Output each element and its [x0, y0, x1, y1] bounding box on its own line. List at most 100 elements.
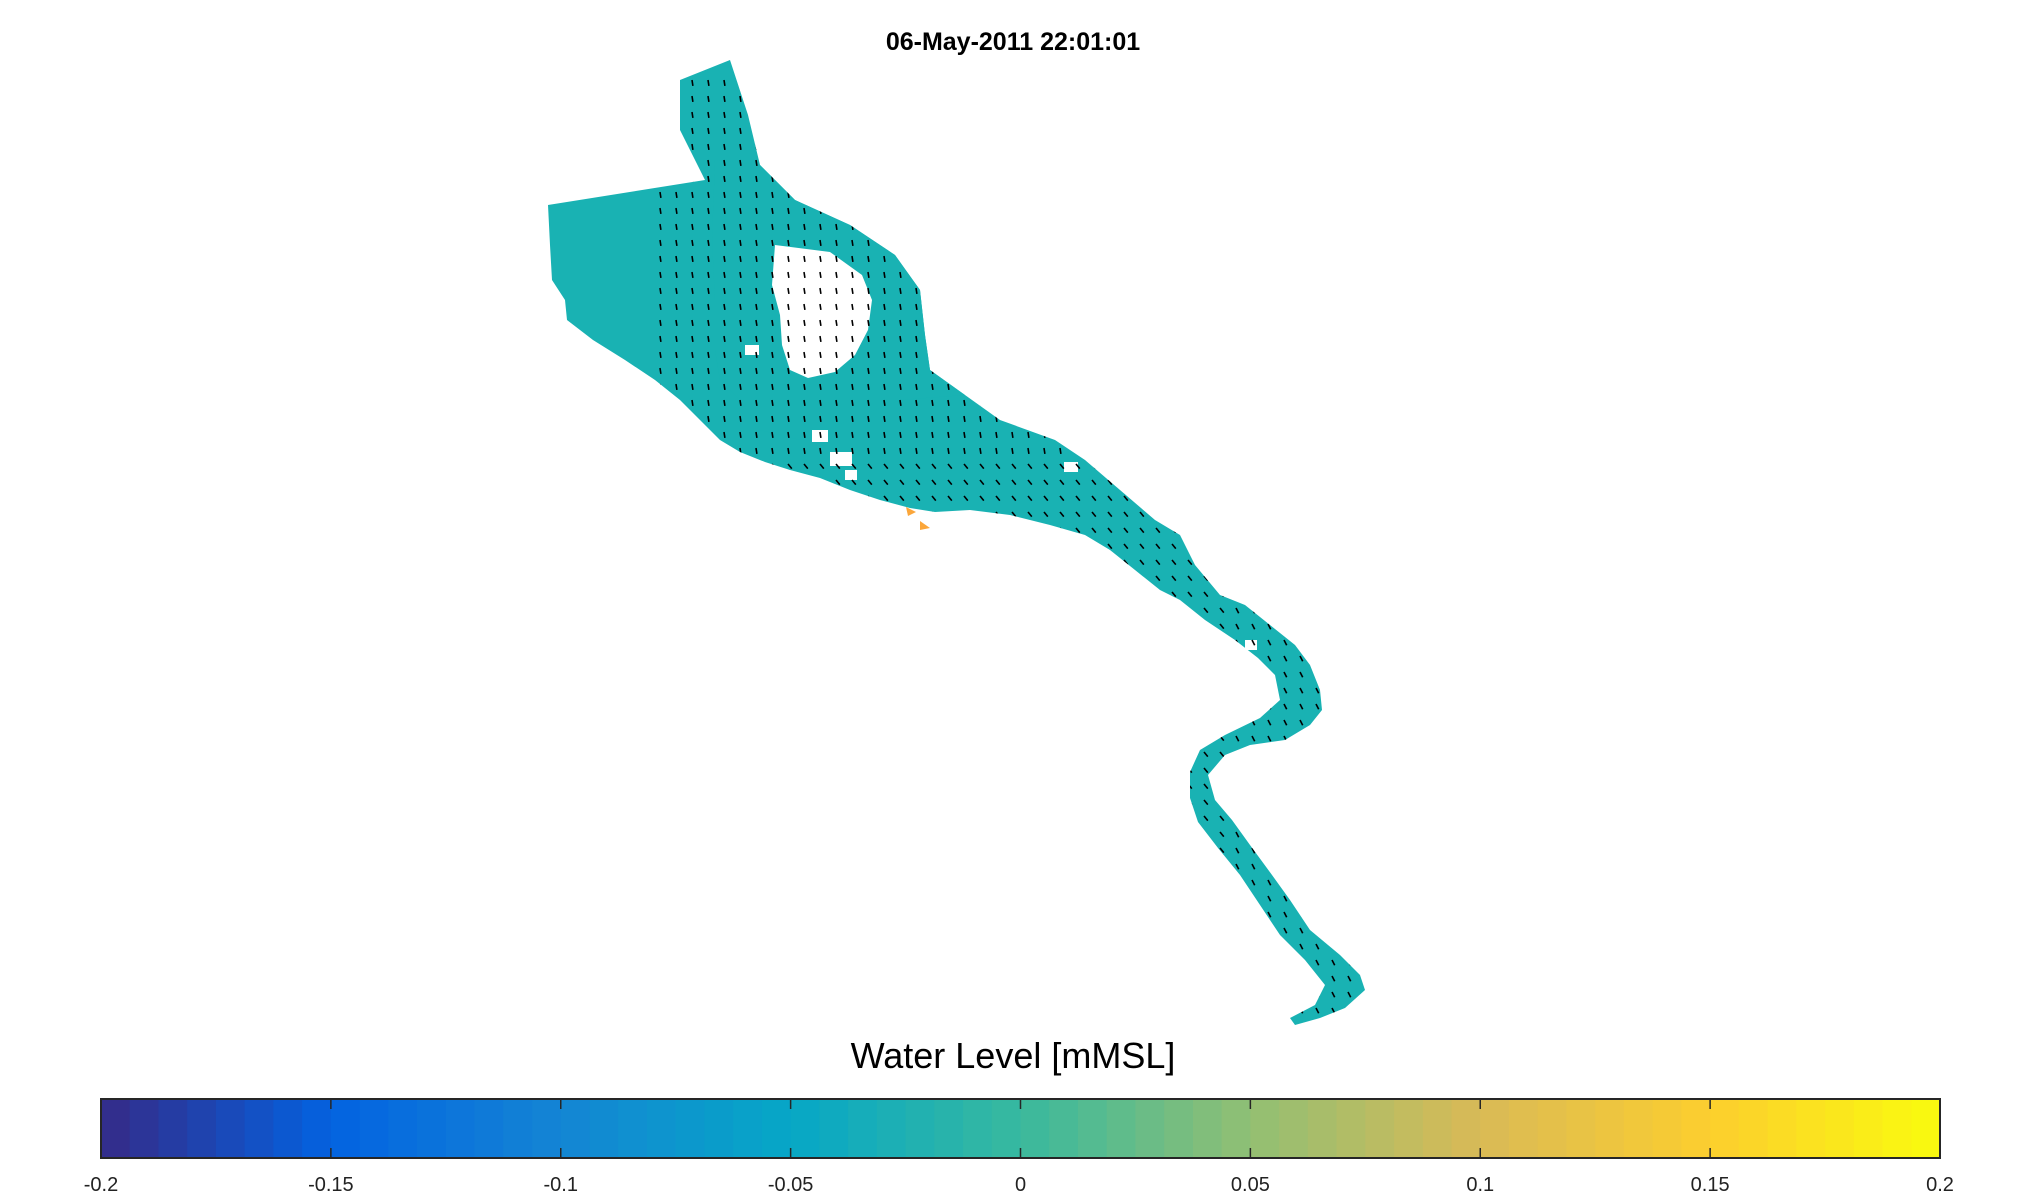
velocity-vector: [851, 527, 857, 534]
velocity-vector: [803, 863, 809, 870]
velocity-vector: [835, 351, 838, 359]
velocity-vector: [1363, 239, 1365, 247]
velocity-vector: [659, 159, 662, 167]
velocity-vector: [723, 431, 726, 439]
velocity-vector: [1027, 143, 1030, 151]
velocity-vector: [659, 79, 662, 87]
velocity-vector: [1043, 719, 1049, 726]
velocity-vector: [1347, 799, 1352, 806]
velocity-vector: [707, 319, 710, 327]
velocity-vector: [739, 319, 742, 327]
velocity-vector: [707, 831, 713, 838]
velocity-vector: [1155, 383, 1158, 391]
velocity-vector: [803, 879, 809, 886]
velocity-vector: [1043, 543, 1049, 550]
velocity-vector: [739, 959, 745, 966]
velocity-vector: [787, 991, 793, 998]
velocity-vector: [707, 943, 713, 950]
velocity-vector: [835, 239, 838, 247]
velocity-vector: [979, 911, 985, 918]
velocity-vector: [1251, 655, 1256, 662]
velocity-vector: [867, 847, 873, 854]
velocity-vector: [1155, 111, 1158, 119]
velocity-vector: [1203, 927, 1209, 934]
velocity-vector: [1267, 527, 1272, 534]
velocity-vector: [1075, 959, 1081, 966]
velocity-vector: [1059, 703, 1065, 710]
velocity-vector: [931, 223, 934, 231]
velocity-vector: [867, 543, 873, 550]
velocity-vector: [691, 447, 694, 455]
velocity-vector: [1091, 127, 1094, 135]
velocity-vector: [1347, 815, 1352, 822]
velocity-vector: [1283, 223, 1286, 231]
velocity-vector: [1363, 607, 1365, 614]
velocity-vector: [675, 719, 681, 726]
velocity-vector: [771, 95, 774, 103]
velocity-vector: [1011, 303, 1014, 311]
river-water-level-surface: [548, 60, 1365, 1025]
velocity-vector: [1075, 255, 1078, 263]
velocity-vector: [1139, 847, 1145, 854]
bank-notch: [1245, 640, 1257, 650]
velocity-vector: [899, 479, 905, 486]
velocity-vector: [1139, 719, 1145, 726]
velocity-vector: [1011, 943, 1017, 950]
velocity-vector: [739, 447, 742, 455]
velocity-vector: [931, 799, 937, 806]
velocity-vector: [1171, 271, 1174, 279]
velocity-vector: [1171, 495, 1177, 502]
velocity-vector: [979, 655, 985, 662]
velocity-vector: [1251, 575, 1256, 582]
velocity-vector: [931, 127, 934, 135]
velocity-vector: [1203, 943, 1209, 950]
velocity-vector: [1251, 1007, 1256, 1014]
velocity-vector: [1363, 911, 1365, 918]
velocity-vector: [1267, 575, 1272, 582]
velocity-vector: [1043, 191, 1046, 199]
velocity-vector: [675, 831, 681, 838]
velocity-vector: [1267, 607, 1272, 614]
velocity-vector: [1219, 863, 1225, 870]
velocity-vector: [883, 895, 889, 902]
velocity-vector: [1011, 399, 1014, 407]
velocity-vector: [1107, 399, 1110, 407]
colorbar-cell: [1882, 1099, 1912, 1158]
velocity-vector: [867, 687, 873, 694]
velocity-vector: [979, 543, 985, 550]
velocity-vector: [1155, 991, 1161, 998]
velocity-vector: [1059, 959, 1065, 966]
velocity-vector: [755, 927, 761, 934]
velocity-vector: [1011, 95, 1014, 103]
velocity-vector: [691, 719, 697, 726]
velocity-vector: [707, 879, 713, 886]
velocity-vector: [1027, 463, 1033, 470]
velocity-vector: [1123, 895, 1129, 902]
velocity-vector: [1075, 703, 1081, 710]
velocity-vector: [1043, 927, 1049, 934]
colorbar-cell: [1164, 1099, 1194, 1158]
velocity-vector: [707, 799, 713, 806]
velocity-vector: [691, 143, 694, 151]
velocity-vector: [1107, 287, 1110, 295]
velocity-vector: [787, 239, 790, 247]
colorbar-gradient: [101, 1099, 1941, 1158]
velocity-vector: [1219, 463, 1225, 470]
velocity-vector: [963, 815, 969, 822]
velocity-vector: [1315, 223, 1318, 231]
velocity-vector: [803, 703, 809, 710]
velocity-vector: [1267, 735, 1272, 742]
velocity-vector: [947, 79, 950, 87]
velocity-vector: [1315, 399, 1318, 407]
velocity-vector: [771, 415, 774, 423]
velocity-vector: [1267, 191, 1270, 199]
velocity-vector: [915, 751, 921, 758]
velocity-vector: [835, 783, 841, 790]
velocity-vector: [803, 591, 809, 598]
velocity-vector: [851, 351, 854, 359]
velocity-vector: [1139, 959, 1145, 966]
velocity-vector: [1123, 959, 1129, 966]
velocity-vector: [1235, 591, 1240, 598]
velocity-vector: [739, 335, 742, 343]
velocity-vector: [915, 303, 918, 311]
